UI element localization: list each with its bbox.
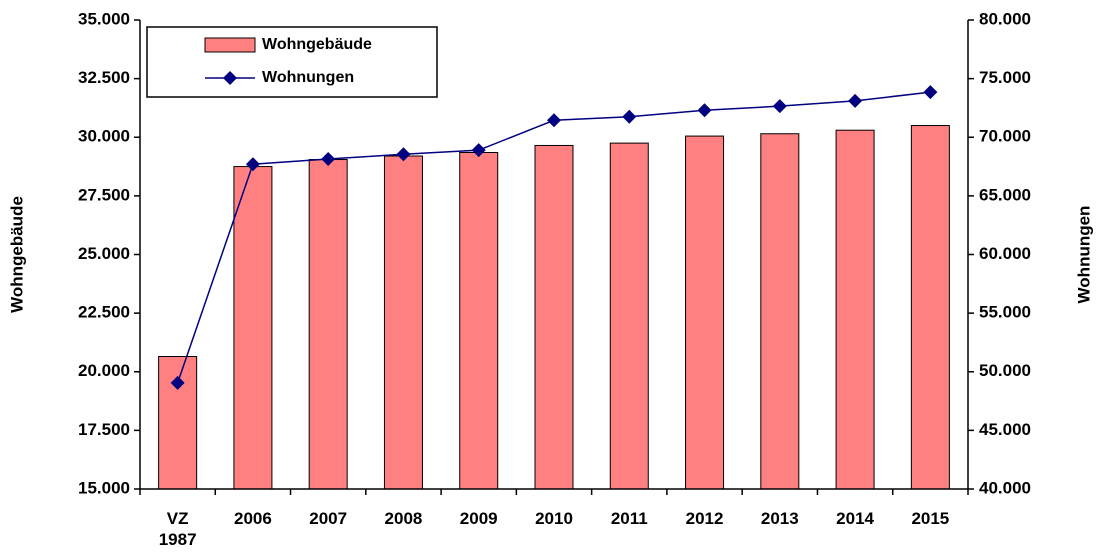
y2-tick-label: 65.000 (979, 185, 1031, 204)
legend-label: Wohngebäude (262, 36, 372, 53)
bar (534, 144, 574, 490)
y2-tick-label: 70.000 (979, 127, 1031, 146)
line-marker (547, 113, 561, 128)
x-tick-label: 2014 (836, 509, 874, 528)
bar (308, 159, 348, 490)
line-marker (848, 93, 863, 108)
bar (685, 135, 725, 490)
bar (233, 166, 273, 490)
y-axis-title: Wohngebäude (7, 196, 26, 313)
line-marker (772, 99, 787, 114)
line-marker (396, 147, 411, 162)
legend-swatch (204, 37, 256, 53)
y-tick-label: 20.000 (78, 361, 130, 380)
bar (910, 125, 950, 490)
x-tick-label: 2009 (459, 509, 498, 528)
bar (835, 129, 875, 490)
bar (609, 142, 649, 490)
line-marker (923, 85, 938, 100)
x-tick-label: 2006 (233, 509, 272, 528)
line-marker (170, 375, 185, 390)
y-tick-label: 27.500 (78, 185, 130, 204)
y-tick-label: 25.000 (78, 244, 130, 263)
legend-box (146, 26, 438, 98)
y2-tick-label: 50.000 (979, 361, 1031, 380)
x-tick-label: 2007 (309, 509, 348, 528)
bar (760, 133, 800, 490)
y2-tick-label: 75.000 (979, 68, 1031, 87)
x-tick-label: VZ 1987 (158, 509, 197, 549)
legend-marker (223, 71, 237, 85)
line-marker (697, 103, 712, 118)
x-tick-label: 2011 (610, 509, 648, 528)
y2-tick-label: 60.000 (979, 244, 1031, 263)
y-tick-label: 30.000 (78, 127, 130, 146)
y-tick-label: 15.000 (78, 478, 130, 497)
bar (383, 155, 423, 490)
line-marker (245, 157, 260, 172)
y2-tick-label: 80.000 (979, 9, 1031, 28)
x-tick-label: 2012 (685, 509, 724, 528)
y-tick-label: 17.500 (78, 420, 130, 439)
y2-tick-label: 40.000 (979, 478, 1031, 497)
x-tick-label: 2008 (384, 509, 423, 528)
y2-tick-label: 55.000 (979, 303, 1031, 322)
y2-tick-label: 45.000 (979, 420, 1031, 439)
y-tick-label: 35.000 (78, 9, 130, 28)
line-marker (471, 143, 486, 158)
y-tick-label: 22.500 (78, 303, 130, 322)
bar (459, 151, 499, 490)
line-marker (622, 109, 637, 124)
legend-label: Wohnungen (262, 69, 354, 86)
x-tick-label: 2010 (535, 509, 573, 528)
x-tick-label: 2013 (760, 509, 799, 528)
x-tick-label: 2015 (911, 509, 950, 528)
y2-axis-title: Wohnungen (1074, 206, 1093, 304)
legend: Wohngebäude Wohnungen (146, 26, 438, 98)
y-tick-label: 32.500 (78, 68, 130, 87)
line-marker (321, 151, 336, 166)
